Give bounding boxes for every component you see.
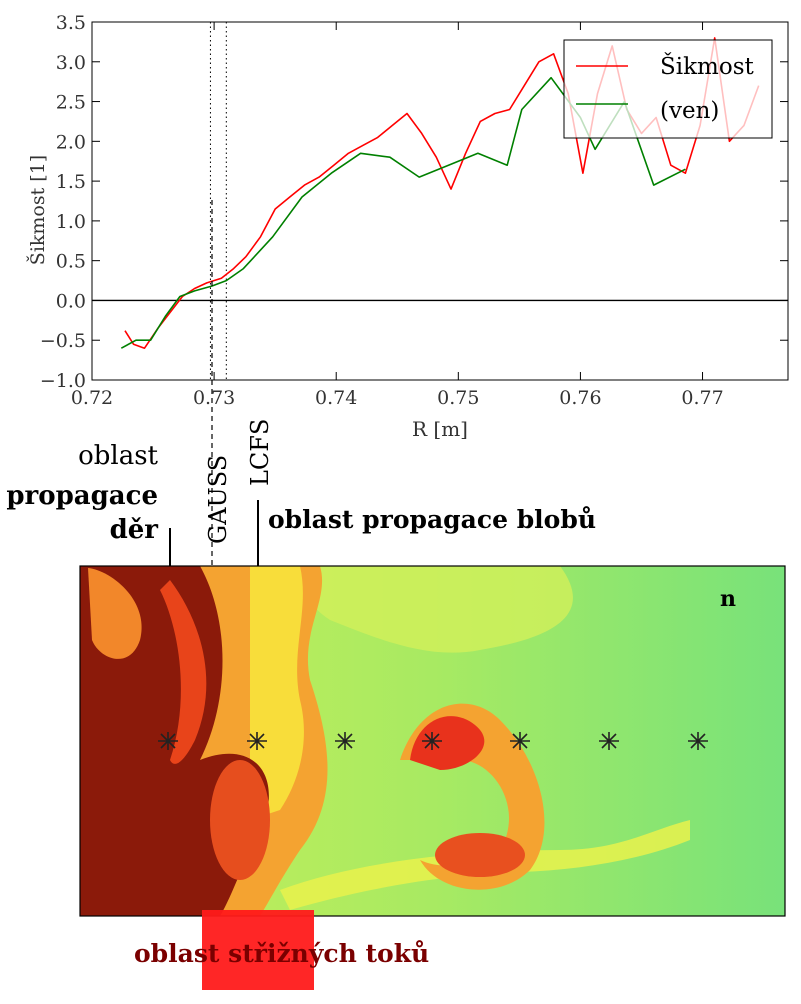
y-tick-label: 0.0: [56, 290, 86, 312]
y-tick-label: 2.0: [56, 131, 86, 153]
y-axis-label: Šikmost [1]: [26, 155, 49, 265]
probe-marker: [247, 732, 267, 750]
shear-region-label: oblast střižných toků: [134, 939, 429, 968]
yellow-band: [250, 566, 304, 820]
orange-blob-left: [210, 760, 270, 880]
annotations: GAUSS LCFS oblast propagace děr oblast p…: [6, 200, 596, 912]
x-tick-label: 0.73: [193, 387, 235, 409]
background-swirl: [304, 566, 573, 653]
x-tick-label: 0.72: [71, 387, 113, 409]
gauss-label: GAUSS: [204, 455, 232, 544]
probe-marker: [422, 732, 442, 750]
legend: Šikmost (ven): [563, 39, 773, 139]
shear-region-highlight: [202, 910, 314, 990]
x-tick-label: 0.74: [315, 387, 357, 409]
x-tick-label: 0.75: [437, 387, 479, 409]
y-tick-label: 3.5: [56, 12, 86, 34]
x-axis-label: R [m]: [412, 417, 468, 441]
density-map: n: [80, 566, 785, 916]
probe-marker: [510, 732, 530, 750]
probe-marker: [335, 732, 355, 750]
x-tick-label: 0.77: [681, 387, 723, 409]
y-tick-label: 2.5: [56, 92, 86, 114]
density-label: n: [720, 586, 736, 612]
y-tick-label: 1.5: [56, 171, 86, 193]
lcfs-label: LCFS: [246, 419, 274, 486]
marker-layer: [158, 732, 708, 750]
density-map-frame: [79, 565, 786, 917]
legend-box: [563, 39, 773, 139]
y-tick-label: −0.5: [40, 330, 86, 352]
y-tick-label: 3.0: [56, 52, 86, 74]
y-tick-label: −1.0: [40, 370, 86, 392]
legend-label-ven: (ven): [660, 98, 719, 124]
holes-label-line2: propagace: [6, 481, 158, 511]
vline-layer: [92, 22, 788, 380]
holes-label-line1: oblast: [78, 441, 158, 471]
probe-marker: [688, 732, 708, 750]
line-chart: 0.72 0.73 0.74 0.75 0.76 0.77 −1.0 −0.5 0.0 0.5 1…: [26, 12, 789, 441]
x-tick-layer: 0.72 0.73 0.74 0.75 0.76 0.77: [71, 22, 724, 409]
blob-tail-core: [435, 833, 525, 877]
orange-streak-mid: [160, 580, 207, 764]
y-tick-label: 1.0: [56, 211, 86, 233]
x-tick-label: 0.76: [559, 387, 601, 409]
probe-marker: [599, 732, 619, 750]
y-tick-label: 0.5: [56, 251, 86, 273]
holes-label-line3: děr: [110, 515, 159, 545]
blob-core: [410, 716, 485, 770]
orange-tongue-top: [88, 568, 142, 659]
y-tick-layer: −1.0 −0.5 0.0 0.5 1.0 1.5 2.0 2.5 3.0 3.5: [40, 12, 788, 392]
blobs-label: oblast propagace blobů: [268, 505, 596, 534]
legend-label-sikmost: Šikmost: [660, 53, 755, 80]
probe-marker: [158, 732, 178, 750]
